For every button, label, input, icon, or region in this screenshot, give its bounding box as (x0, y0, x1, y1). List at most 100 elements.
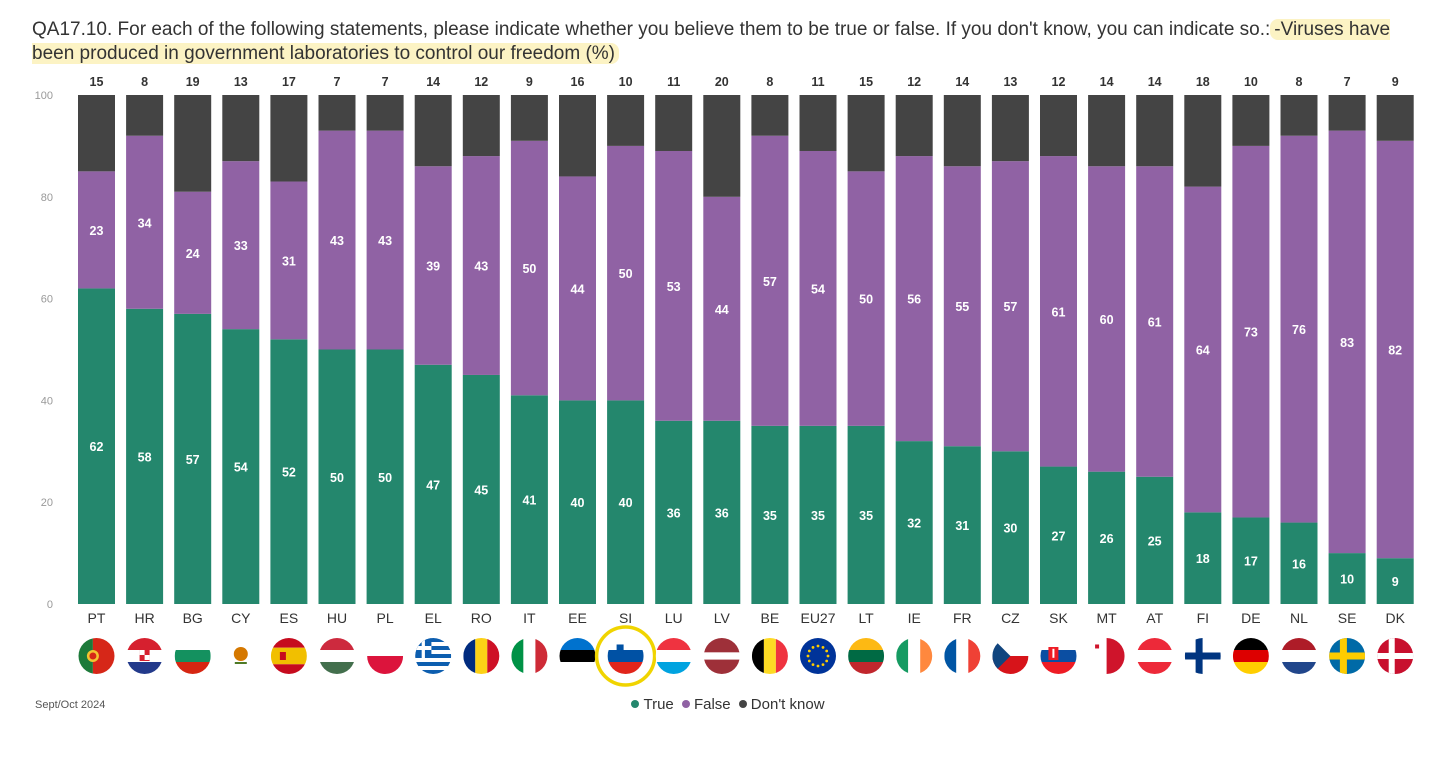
bar-dont-know-el (414, 95, 452, 167)
bar-dont-know-pl (366, 95, 404, 131)
data-label-false-at: 61 (1148, 316, 1162, 330)
data-label-true-bg: 57 (186, 453, 200, 467)
data-label-false-pt: 23 (90, 224, 104, 238)
data-label-true-fr: 31 (955, 519, 969, 533)
data-label-true-dk: 9 (1392, 575, 1399, 589)
flag-icon-fr (944, 638, 981, 674)
bar-dont-know-ie (895, 95, 933, 157)
flag-icon-ro (463, 638, 500, 674)
flag-icon-lt (848, 638, 885, 674)
data-label-false-it: 50 (522, 262, 536, 276)
x-tick-label-el: EL (425, 610, 442, 626)
legend-item-dont-know: Don't know (738, 696, 825, 713)
data-label-true-lu: 36 (667, 506, 681, 520)
data-label-dont-know-pt: 15 (90, 75, 104, 89)
data-label-false-lu: 53 (667, 280, 681, 294)
x-tick-label-dk: DK (1385, 610, 1405, 626)
x-tick-label-nl: NL (1290, 610, 1308, 626)
data-label-false-de: 73 (1244, 326, 1258, 340)
bar-dont-know-lv (703, 95, 741, 197)
x-tick-label-de: DE (1241, 610, 1260, 626)
data-label-dont-know-fr: 14 (955, 75, 969, 89)
bar-false-at (1136, 166, 1174, 477)
data-label-false-se: 83 (1340, 336, 1354, 350)
data-label-false-mt: 60 (1100, 313, 1114, 327)
bar-dont-know-fr (943, 95, 981, 167)
bar-false-mt (1088, 166, 1126, 472)
x-tick-label-lu: LU (665, 610, 683, 626)
data-label-true-ee: 40 (571, 496, 585, 510)
flag-icon-ee (559, 638, 596, 674)
bar-dont-know-lt (847, 95, 885, 172)
flag-icon-hu (319, 638, 355, 674)
data-label-true-es: 52 (282, 466, 296, 480)
bar-dont-know-cz (991, 95, 1029, 162)
bar-false-dk (1376, 140, 1414, 559)
bar-true-si (607, 400, 645, 604)
bar-true-ee (559, 400, 596, 604)
data-label-false-sk: 61 (1052, 305, 1066, 319)
bar-false-lt (847, 171, 885, 426)
legend-swatch-dont-know (738, 700, 747, 708)
flag-icon-cz (992, 638, 1029, 674)
bar-dont-know-si (607, 95, 645, 146)
legend-item-true: True (631, 696, 674, 713)
data-label-false-si: 50 (619, 267, 633, 281)
footnote: Sept/Oct 2024 (35, 699, 106, 711)
legend-label-false: False (693, 695, 731, 713)
bar-dont-know-pt (78, 95, 115, 172)
bar-dont-know-nl (1280, 95, 1318, 136)
bar-false-hr (126, 135, 164, 309)
data-label-dont-know-fi: 18 (1196, 75, 1210, 89)
data-label-true-si: 40 (619, 496, 633, 510)
bar-dont-know-mt (1088, 95, 1126, 167)
data-label-false-lt: 50 (859, 293, 873, 307)
bar-dont-know-eu27 (799, 95, 837, 151)
x-tick-label-eu27: EU27 (800, 610, 835, 626)
data-label-true-el: 47 (426, 478, 440, 492)
data-label-dont-know-pl: 7 (382, 75, 389, 89)
bar-true-lt (847, 425, 885, 604)
flag-icon-cy (222, 638, 259, 674)
bar-true-pt (78, 288, 115, 604)
bar-true-sk (1040, 466, 1077, 604)
bar-true-dk (1376, 558, 1414, 604)
data-label-false-bg: 24 (186, 247, 200, 261)
x-tick-label-ee: EE (568, 610, 587, 626)
x-tick-label-be: BE (761, 610, 780, 626)
data-label-false-es: 31 (282, 254, 296, 268)
data-label-true-lv: 36 (715, 506, 729, 520)
bar-true-cz (991, 451, 1029, 604)
bar-true-nl (1280, 522, 1318, 604)
data-label-dont-know-cz: 13 (1003, 75, 1017, 89)
flag-icon-bg (174, 638, 211, 674)
data-label-dont-know-sk: 12 (1052, 75, 1066, 89)
data-label-false-cz: 57 (1003, 300, 1017, 314)
data-label-true-ro: 45 (474, 483, 488, 497)
bar-false-es (270, 181, 308, 340)
bar-dont-know-cy (222, 95, 260, 162)
x-tick-label-mt: MT (1096, 610, 1117, 626)
bar-dont-know-se (1328, 95, 1366, 131)
bar-false-se (1328, 130, 1366, 554)
flag-icon-el (415, 638, 452, 674)
data-label-dont-know-ee: 16 (571, 75, 585, 89)
legend-swatch-false (681, 700, 690, 708)
x-tick-label-pl: PL (377, 610, 394, 626)
data-label-false-fi: 64 (1196, 344, 1210, 358)
data-label-false-be: 57 (763, 275, 777, 289)
bar-false-cy (222, 161, 260, 330)
data-label-true-hu: 50 (330, 471, 344, 485)
bar-false-ie (895, 156, 933, 442)
bar-dont-know-be (751, 95, 789, 136)
x-tick-label-sk: SK (1049, 610, 1068, 626)
bar-dont-know-at (1136, 95, 1174, 167)
bar-dont-know-ro (462, 95, 500, 157)
x-tick-label-fi: FI (1197, 610, 1209, 626)
bar-true-bg (174, 313, 212, 604)
x-tick-label-si: SI (619, 610, 632, 626)
bar-false-nl (1280, 135, 1318, 523)
bar-false-sk (1040, 156, 1077, 467)
highlight-ring-si (594, 625, 657, 687)
data-label-dont-know-bg: 19 (186, 75, 200, 89)
